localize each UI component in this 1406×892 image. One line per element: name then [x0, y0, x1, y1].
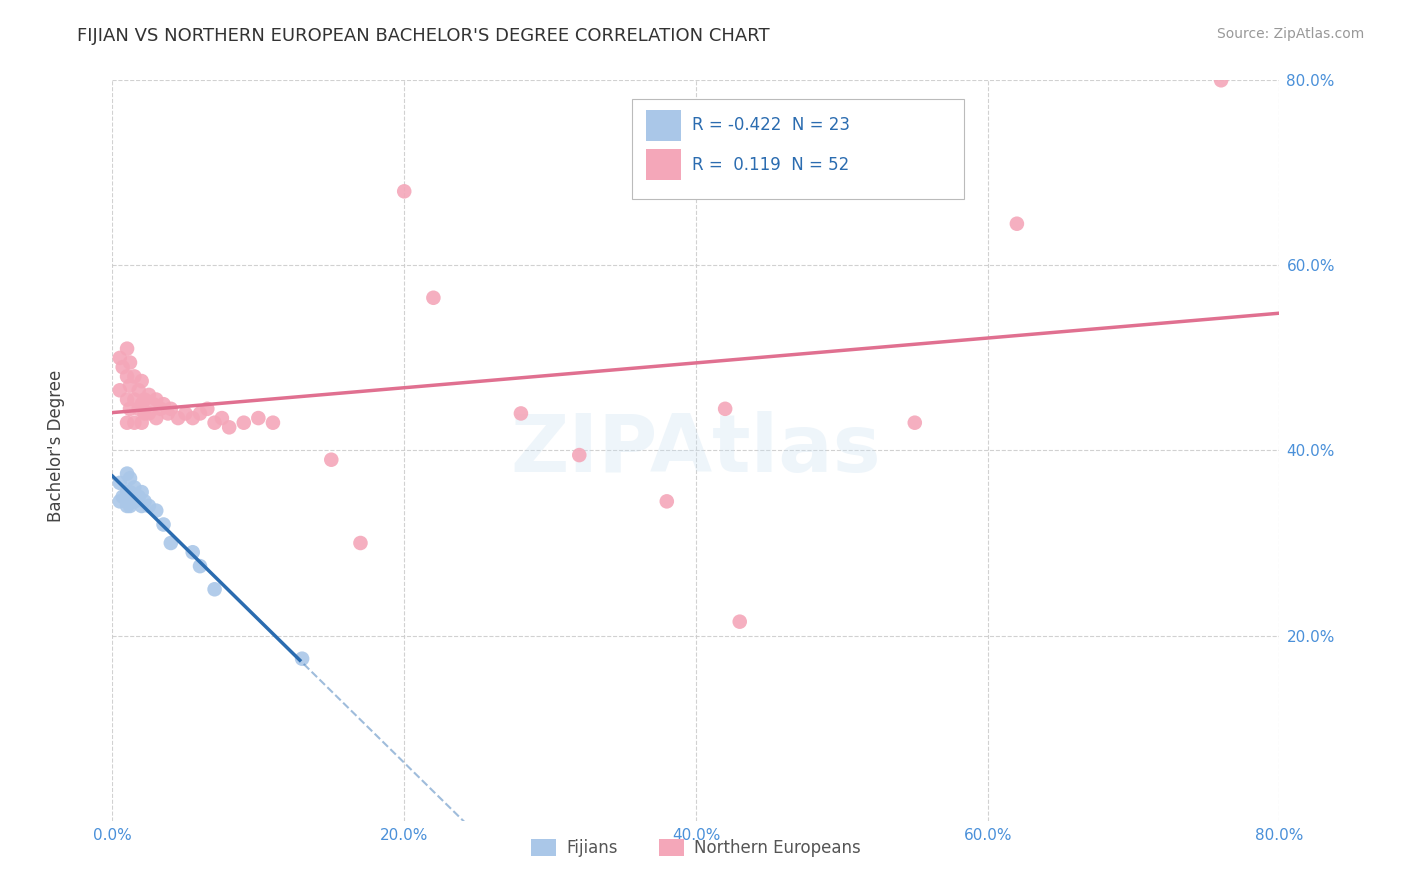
Point	[1209, 73, 1232, 87]
Point	[128, 401, 150, 416]
Point	[124, 416, 146, 430]
Point	[111, 490, 134, 504]
Point	[118, 378, 141, 392]
Point	[138, 388, 160, 402]
Point	[115, 342, 138, 356]
Point	[160, 536, 183, 550]
Point	[124, 392, 146, 407]
Point	[149, 401, 172, 416]
Point	[124, 369, 146, 384]
Point	[134, 494, 156, 508]
Text: Bachelor's Degree: Bachelor's Degree	[48, 370, 65, 522]
Point	[138, 499, 160, 513]
Point	[115, 499, 138, 513]
Point	[156, 407, 179, 421]
Text: ZIPAtlas: ZIPAtlas	[510, 411, 882, 490]
Text: R = -0.422  N = 23: R = -0.422 N = 23	[693, 117, 851, 135]
Point	[115, 392, 138, 407]
Point	[204, 582, 226, 597]
Point	[115, 416, 138, 430]
Point	[138, 407, 160, 421]
FancyBboxPatch shape	[645, 110, 681, 141]
Point	[188, 559, 211, 574]
Point	[131, 416, 153, 430]
Point	[167, 411, 190, 425]
Point	[655, 494, 678, 508]
Point	[115, 369, 138, 384]
Point	[714, 401, 737, 416]
Point	[134, 392, 156, 407]
Point	[160, 401, 183, 416]
Point	[152, 517, 174, 532]
Point	[108, 351, 131, 365]
Point	[321, 452, 343, 467]
Text: FIJIAN VS NORTHERN EUROPEAN BACHELOR'S DEGREE CORRELATION CHART: FIJIAN VS NORTHERN EUROPEAN BACHELOR'S D…	[77, 27, 770, 45]
Point	[204, 416, 226, 430]
Point	[108, 384, 131, 398]
Point	[108, 494, 131, 508]
Point	[218, 420, 240, 434]
Point	[118, 471, 141, 485]
Point	[247, 411, 270, 425]
Point	[181, 411, 204, 425]
Point	[128, 384, 150, 398]
Point	[232, 416, 254, 430]
Point	[115, 485, 138, 500]
Point	[145, 411, 167, 425]
Point	[111, 360, 134, 375]
Point	[118, 499, 141, 513]
Point	[131, 374, 153, 388]
Point	[145, 503, 167, 517]
Point	[128, 490, 150, 504]
Point	[131, 499, 153, 513]
Point	[181, 545, 204, 559]
Point	[211, 411, 233, 425]
Point	[118, 485, 141, 500]
Point	[394, 184, 416, 198]
FancyBboxPatch shape	[631, 99, 965, 199]
Text: R =  0.119  N = 52: R = 0.119 N = 52	[693, 156, 849, 174]
Point	[124, 481, 146, 495]
Point	[152, 397, 174, 411]
Point	[728, 615, 751, 629]
Point	[195, 401, 218, 416]
Point	[1005, 217, 1028, 231]
Point	[145, 392, 167, 407]
Point	[509, 407, 531, 421]
Point	[131, 397, 153, 411]
Point	[108, 475, 131, 490]
FancyBboxPatch shape	[645, 149, 681, 180]
Point	[118, 355, 141, 369]
Point	[904, 416, 927, 430]
Point	[422, 291, 444, 305]
Text: Source: ZipAtlas.com: Source: ZipAtlas.com	[1216, 27, 1364, 41]
Legend: Fijians, Northern Europeans: Fijians, Northern Europeans	[524, 832, 868, 864]
Point	[124, 494, 146, 508]
Point	[134, 407, 156, 421]
Point	[349, 536, 371, 550]
Point	[142, 397, 165, 411]
Point	[188, 407, 211, 421]
Point	[568, 448, 591, 462]
Point	[174, 407, 197, 421]
Point	[115, 467, 138, 481]
Point	[262, 416, 284, 430]
Point	[118, 401, 141, 416]
Point	[291, 651, 314, 665]
Point	[131, 485, 153, 500]
